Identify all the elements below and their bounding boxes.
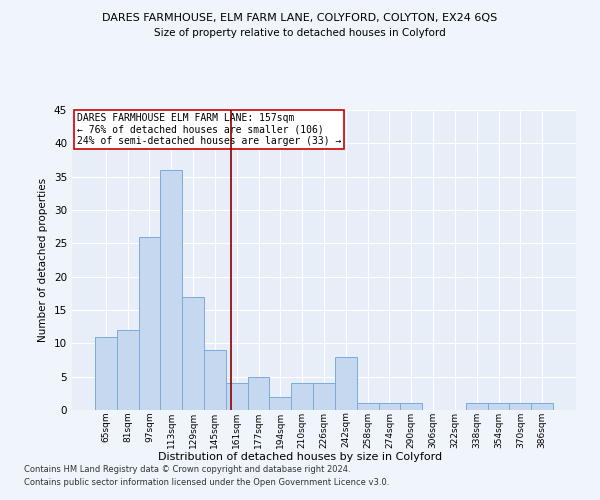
Bar [139,236,160,410]
Bar [531,404,553,410]
Bar [182,296,204,410]
Bar [269,396,291,410]
Bar [204,350,226,410]
Y-axis label: Number of detached properties: Number of detached properties [38,178,49,342]
Bar [379,404,400,410]
Bar [313,384,335,410]
Bar [160,170,182,410]
Bar [509,404,531,410]
Text: Contains HM Land Registry data © Crown copyright and database right 2024.: Contains HM Land Registry data © Crown c… [24,466,350,474]
Bar [400,404,422,410]
Bar [291,384,313,410]
Bar [226,384,248,410]
Bar [466,404,488,410]
Bar [117,330,139,410]
Bar [95,336,117,410]
Text: DARES FARMHOUSE, ELM FARM LANE, COLYFORD, COLYTON, EX24 6QS: DARES FARMHOUSE, ELM FARM LANE, COLYFORD… [103,12,497,22]
Text: DARES FARMHOUSE ELM FARM LANE: 157sqm
← 76% of detached houses are smaller (106): DARES FARMHOUSE ELM FARM LANE: 157sqm ← … [77,113,341,146]
Bar [357,404,379,410]
Bar [248,376,269,410]
Text: Size of property relative to detached houses in Colyford: Size of property relative to detached ho… [154,28,446,38]
Text: Contains public sector information licensed under the Open Government Licence v3: Contains public sector information licen… [24,478,389,487]
Text: Distribution of detached houses by size in Colyford: Distribution of detached houses by size … [158,452,442,462]
Bar [488,404,509,410]
Bar [335,356,357,410]
